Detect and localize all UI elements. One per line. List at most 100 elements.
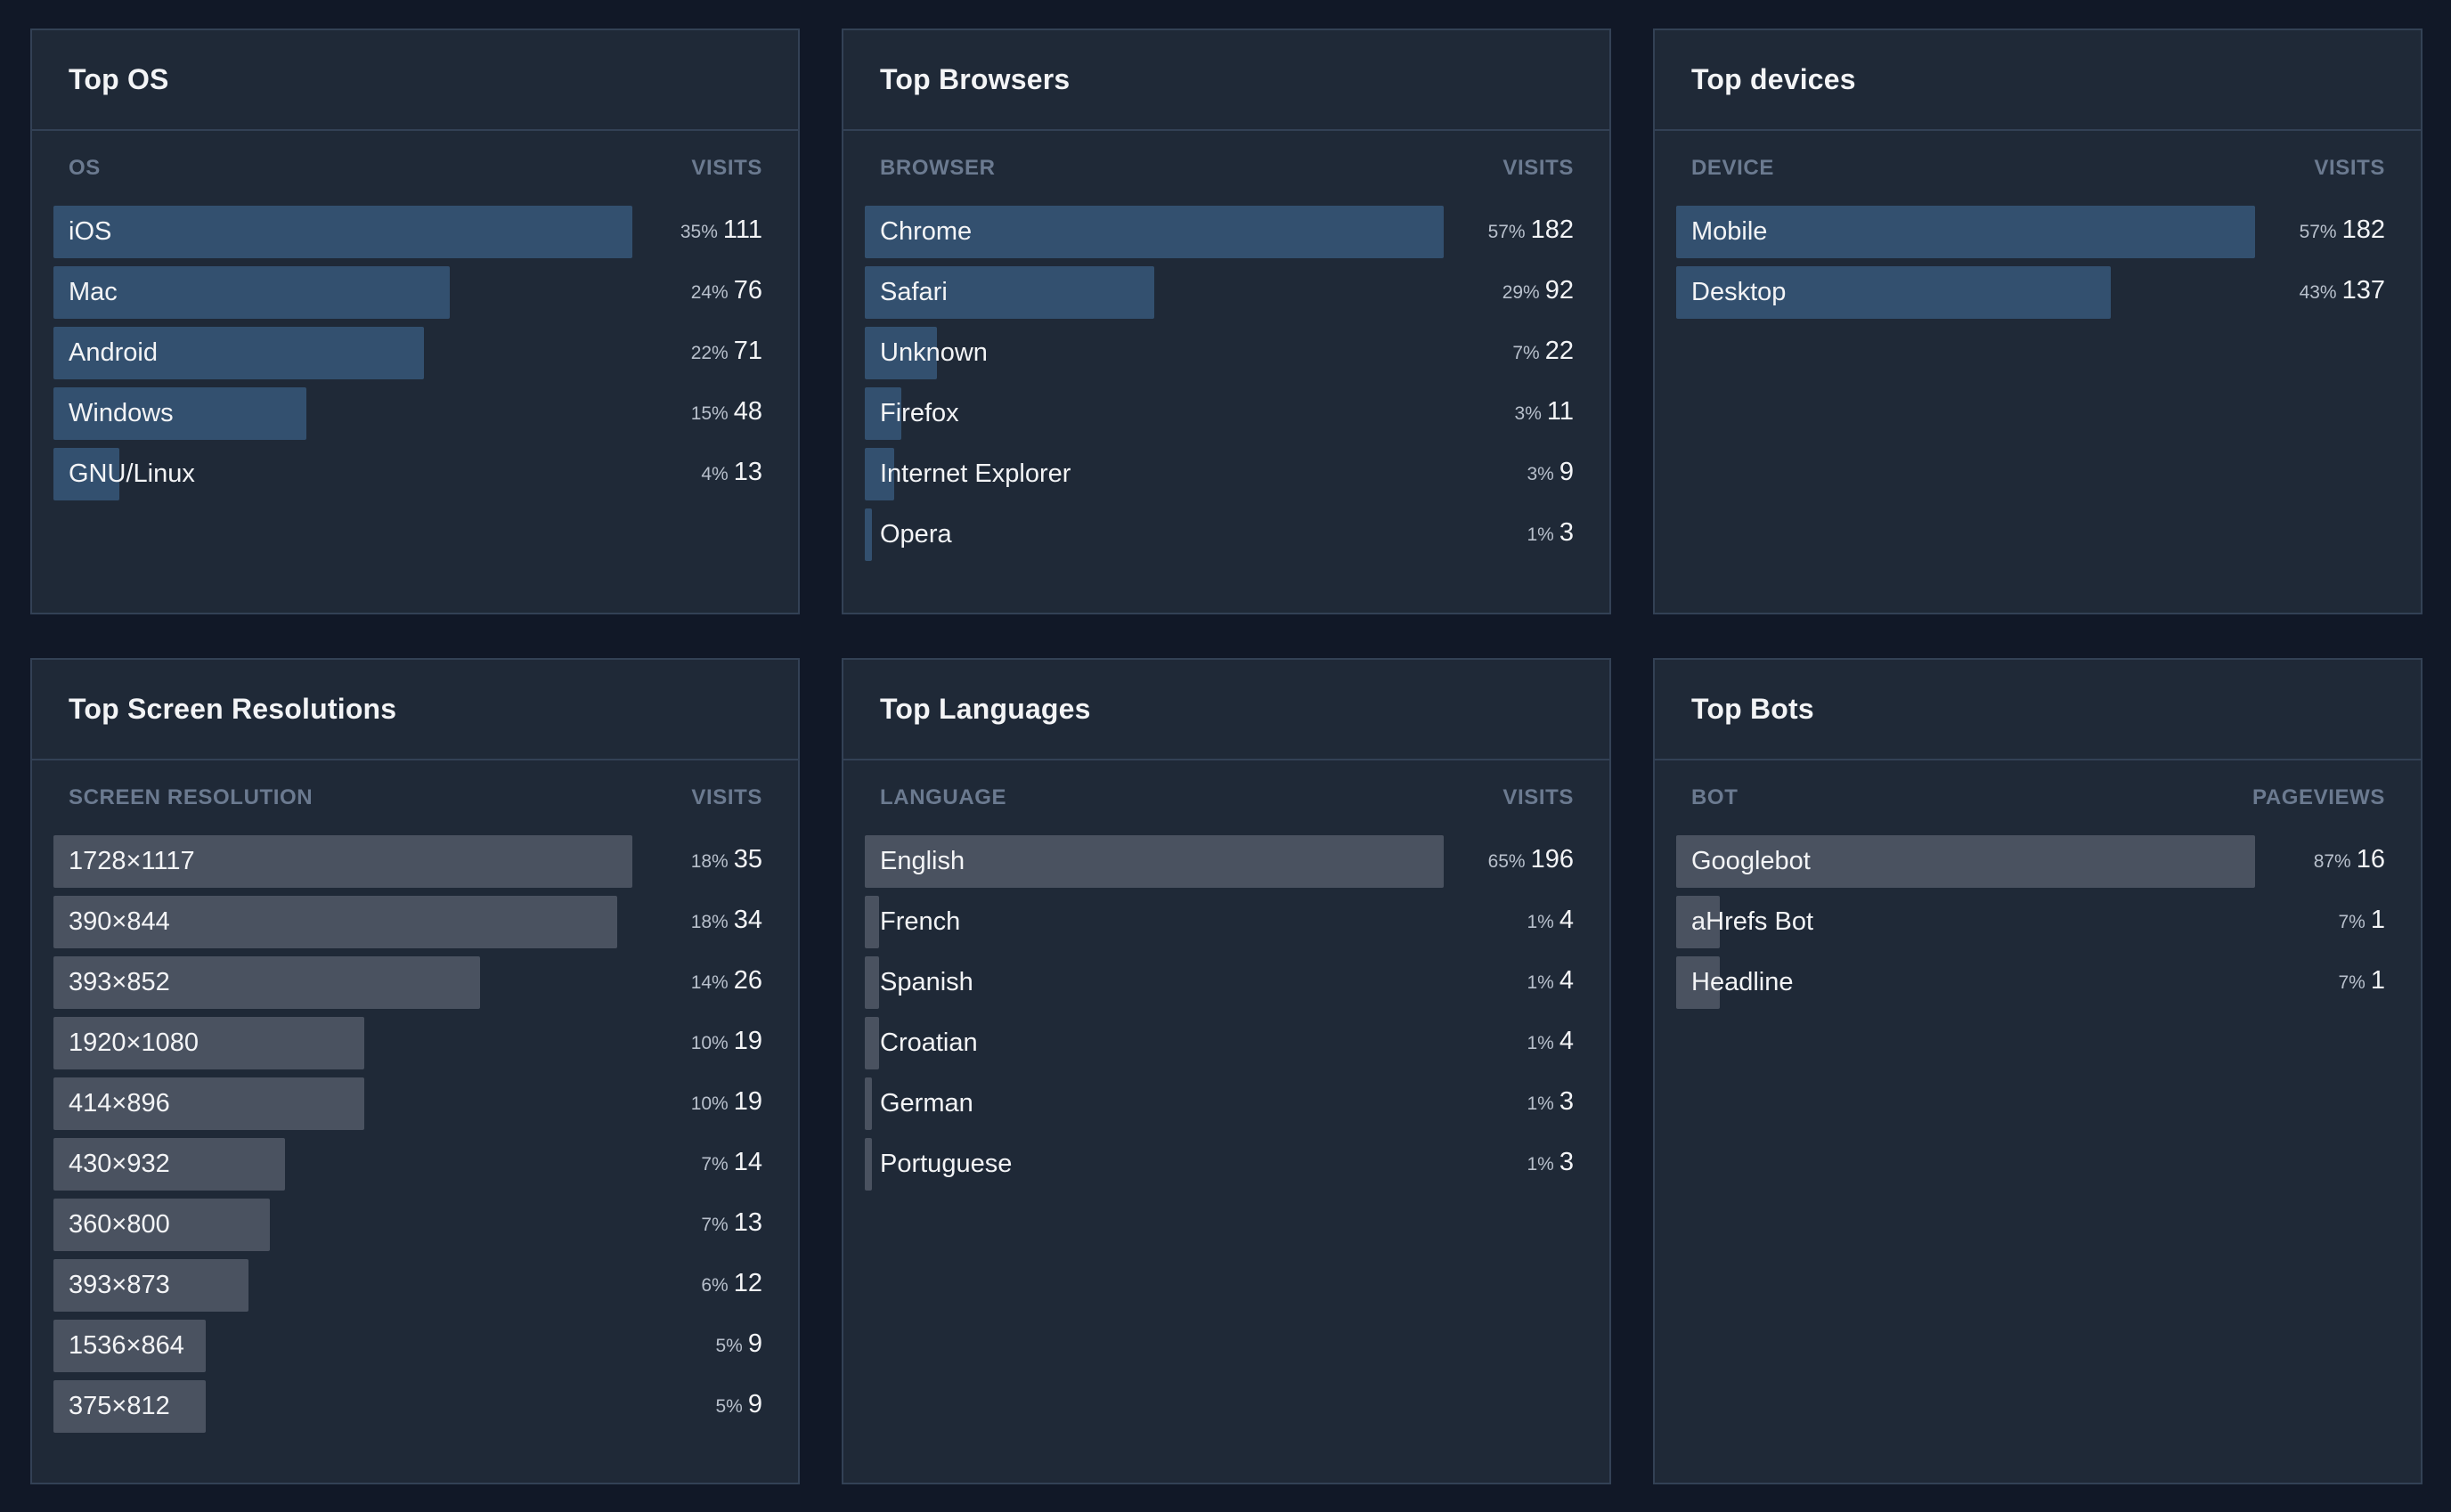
count-value: 1 [2370, 966, 2385, 995]
list-item[interactable]: Opera 1% 3 [865, 508, 1574, 561]
row-stats: 10% 19 [632, 1015, 762, 1071]
card-header: Top Languages [843, 660, 1609, 760]
column-header-label: SCREEN RESOLUTION [69, 785, 314, 809]
percentage-value: 1% [1527, 524, 1554, 545]
bar-area: 360×800 [53, 1199, 632, 1251]
row-label: 414×896 [69, 1089, 170, 1118]
count-value: 13 [733, 458, 762, 486]
percentage-value: 1% [1527, 1033, 1554, 1053]
proportion-bar [865, 206, 1444, 258]
count-value: 1 [2370, 906, 2385, 934]
row-stats: 1% 4 [1444, 955, 1575, 1011]
row-label: Desktop [1691, 278, 1787, 306]
list-item[interactable]: Croatian 1% 4 [865, 1017, 1574, 1069]
row-stats: 18% 35 [632, 833, 762, 890]
row-stats: 3% 9 [1444, 446, 1575, 502]
proportion-bar [865, 387, 901, 440]
list-item[interactable]: 390×844 18% 34 [53, 896, 762, 948]
percentage-value: 18% [690, 912, 729, 932]
percentage-value: 7% [701, 1215, 729, 1235]
count-value: 19 [733, 1087, 762, 1116]
bar-area: GNU/Linux [53, 448, 632, 500]
bar-area: 375×812 [53, 1380, 632, 1433]
column-header-label: BROWSER [880, 156, 996, 180]
row-label: French [880, 907, 961, 936]
count-value: 14 [733, 1148, 762, 1176]
list-item[interactable]: 375×812 5% 9 [53, 1380, 762, 1433]
list-item[interactable]: French 1% 4 [865, 896, 1574, 948]
column-header-metric: VISITS [691, 156, 762, 180]
list-item[interactable]: aHrefs Bot 7% 1 [1676, 896, 2385, 948]
list-item[interactable]: Headline 7% 1 [1676, 956, 2385, 1009]
count-value: 3 [1559, 518, 1574, 547]
list-item[interactable]: iOS 35% 111 [53, 206, 762, 258]
row-stats: 1% 3 [1444, 1076, 1575, 1132]
list-item[interactable]: Chrome 57% 182 [865, 206, 1574, 258]
column-header-metric: PAGEVIEWS [2252, 785, 2385, 809]
list-item[interactable]: Safari 29% 92 [865, 266, 1574, 319]
row-label: aHrefs Bot [1691, 907, 1813, 936]
bar-area: 1920×1080 [53, 1017, 632, 1069]
percentage-value: 24% [690, 282, 729, 303]
row-stats: 22% 71 [632, 325, 762, 381]
column-header-metric: VISITS [2314, 156, 2385, 180]
percentage-value: 4% [701, 464, 729, 484]
list-item[interactable]: Windows 15% 48 [53, 387, 762, 440]
bar-area: 393×873 [53, 1259, 632, 1312]
row-label: Unknown [880, 338, 988, 367]
card-title: Top Browsers [880, 63, 1071, 95]
list-item[interactable]: Googlebot 87% 16 [1676, 835, 2385, 888]
list-item[interactable]: Desktop 43% 137 [1676, 266, 2385, 319]
row-stats: 3% 11 [1444, 386, 1574, 442]
row-stats: 7% 1 [2255, 894, 2386, 950]
list-item[interactable]: 393×852 14% 26 [53, 956, 762, 1009]
list-item[interactable]: 1536×864 5% 9 [53, 1320, 762, 1372]
list-item[interactable]: 414×896 10% 19 [53, 1077, 762, 1130]
list-item[interactable]: Internet Explorer 3% 9 [865, 448, 1574, 500]
count-value: 35 [733, 845, 762, 874]
list-item[interactable]: Spanish 1% 4 [865, 956, 1574, 1009]
list-item[interactable]: 430×932 7% 14 [53, 1138, 762, 1191]
list-item[interactable]: GNU/Linux 4% 13 [53, 448, 762, 500]
list-item[interactable]: 1920×1080 10% 19 [53, 1017, 762, 1069]
list-item[interactable]: Unknown 7% 22 [865, 327, 1574, 379]
percentage-value: 5% [715, 1336, 743, 1356]
proportion-bar [1676, 896, 1720, 948]
count-value: 71 [733, 337, 762, 365]
list-item[interactable]: Portuguese 1% 3 [865, 1138, 1574, 1191]
list-item[interactable]: 393×873 6% 12 [53, 1259, 762, 1312]
bar-area: Opera [865, 508, 1444, 561]
bar-area: iOS [53, 206, 632, 258]
card-title: Top devices [1691, 63, 1856, 95]
proportion-bar [865, 327, 938, 379]
proportion-bar [53, 1320, 206, 1372]
row-stats: 6% 12 [632, 1257, 762, 1313]
top-browsers-card: Top Browsers BROWSER VISITS Chrome 57% 182 Saf… [842, 28, 1611, 614]
count-value: 9 [747, 1329, 762, 1358]
row-stats: 1% 4 [1444, 1015, 1575, 1071]
percentage-value: 35% [680, 222, 718, 242]
row-list: Chrome 57% 182 Safari 29% 92 Unknown 7% 22 Firefo… [843, 206, 1609, 561]
row-label: GNU/Linux [69, 459, 195, 488]
percentage-value: 1% [1527, 1093, 1554, 1114]
bar-area: Firefox [865, 387, 1444, 440]
list-item[interactable]: Android 22% 71 [53, 327, 762, 379]
list-item[interactable]: German 1% 3 [865, 1077, 1574, 1130]
column-header-metric: VISITS [691, 785, 762, 809]
list-item[interactable]: 360×800 7% 13 [53, 1199, 762, 1251]
list-item[interactable]: Firefox 3% 11 [865, 387, 1574, 440]
list-item[interactable]: 1728×1117 18% 35 [53, 835, 762, 888]
bar-area: Unknown [865, 327, 1444, 379]
list-item[interactable]: Mac 24% 76 [53, 266, 762, 319]
proportion-bar [53, 448, 120, 500]
proportion-bar [865, 508, 872, 561]
list-item[interactable]: Mobile 57% 182 [1676, 206, 2385, 258]
row-label: Mac [69, 278, 118, 306]
percentage-value: 14% [690, 972, 729, 993]
column-headers: BOT PAGEVIEWS [1655, 760, 2421, 835]
top-os-card: Top OS OS VISITS iOS 35% 111 Mac 24% 76 Android 22… [30, 28, 800, 614]
percentage-value: 3% [1527, 464, 1554, 484]
percentage-value: 10% [690, 1093, 729, 1114]
card-title: Top Screen Resolutions [69, 693, 397, 725]
list-item[interactable]: English 65% 196 [865, 835, 1574, 888]
